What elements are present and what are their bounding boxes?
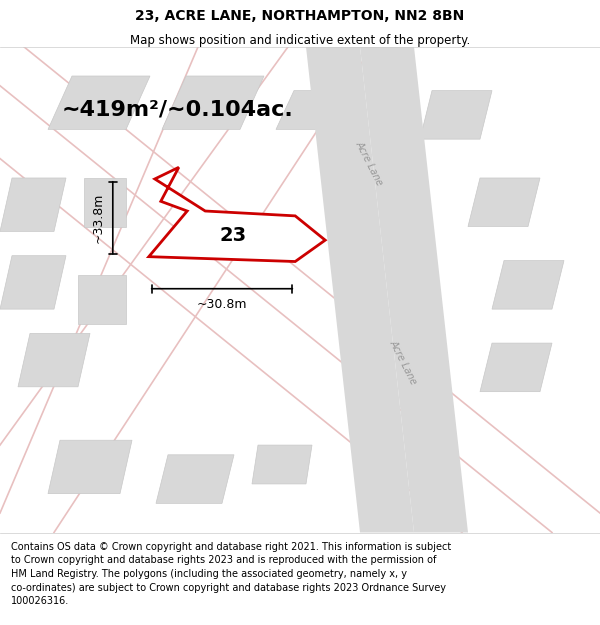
Polygon shape [18, 333, 90, 387]
Polygon shape [276, 91, 348, 129]
Polygon shape [48, 76, 150, 129]
Text: 23: 23 [219, 226, 247, 245]
Polygon shape [492, 261, 564, 309]
Polygon shape [306, 47, 414, 532]
Text: Acre Lane: Acre Lane [353, 139, 385, 188]
Polygon shape [0, 178, 66, 231]
Polygon shape [149, 168, 325, 261]
Polygon shape [162, 76, 264, 129]
Polygon shape [468, 178, 540, 226]
Text: Contains OS data © Crown copyright and database right 2021. This information is : Contains OS data © Crown copyright and d… [11, 542, 451, 606]
Polygon shape [420, 91, 492, 139]
Text: ~30.8m: ~30.8m [197, 298, 247, 311]
Text: ~419m²/~0.104ac.: ~419m²/~0.104ac. [61, 99, 293, 119]
Polygon shape [48, 440, 132, 494]
Text: ~33.8m: ~33.8m [91, 192, 104, 243]
Polygon shape [0, 256, 66, 309]
Polygon shape [360, 47, 468, 532]
Polygon shape [84, 178, 126, 226]
Polygon shape [156, 455, 234, 503]
Text: Map shows position and indicative extent of the property.: Map shows position and indicative extent… [130, 34, 470, 47]
Polygon shape [252, 445, 312, 484]
Text: 23, ACRE LANE, NORTHAMPTON, NN2 8BN: 23, ACRE LANE, NORTHAMPTON, NN2 8BN [136, 9, 464, 23]
Polygon shape [78, 275, 126, 324]
Text: Acre Lane: Acre Lane [388, 339, 419, 386]
Polygon shape [480, 343, 552, 392]
